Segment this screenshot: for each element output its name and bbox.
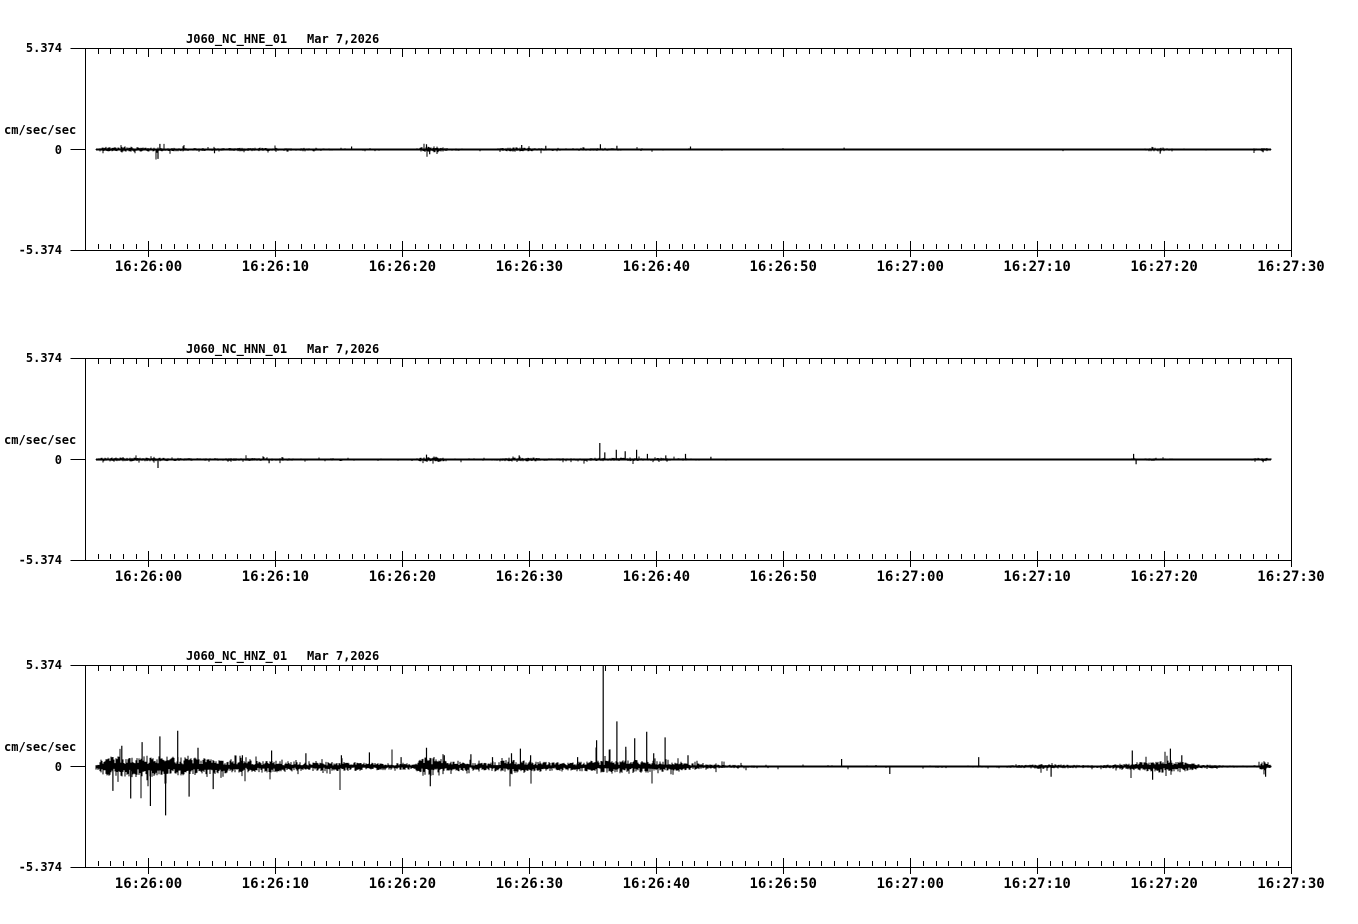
x-tick-label: 16:26:40	[623, 876, 690, 892]
y-max-tick-label: 5.374	[25, 658, 62, 672]
panel-title: J060_NC_HNN_01	[186, 342, 288, 356]
x-tick-label: 16:27:30	[1257, 259, 1324, 275]
x-tick-label: 16:26:20	[369, 876, 436, 892]
y-axis-unit-label: cm/sec/sec	[4, 123, 77, 137]
axis-major-ticks	[148, 49, 1292, 257]
x-tick-label: 16:27:10	[1003, 569, 1070, 585]
x-tick-label: 16:26:20	[369, 569, 436, 585]
x-tick-label: 16:27:00	[876, 569, 943, 585]
x-tick-label: 16:27:10	[1003, 259, 1070, 275]
y-max-tick-label: 5.374	[25, 41, 62, 55]
axis-major-ticks	[148, 666, 1292, 874]
x-tick-label: 16:27:00	[876, 876, 943, 892]
y-zero-tick-label: 0	[54, 760, 62, 774]
x-tick-label: 16:27:30	[1257, 876, 1324, 892]
panel-title: J060_NC_HNE_01	[186, 32, 288, 46]
waveform-noise	[95, 143, 1272, 160]
axis-minor-ticks	[70, 48, 1279, 251]
y-min-tick-label: -5.374	[18, 860, 62, 874]
x-tick-label: 16:27:30	[1257, 569, 1324, 585]
waveform-spikes	[157, 143, 1264, 159]
x-tick-label: 16:26:20	[369, 259, 436, 275]
x-tick-label: 16:26:40	[623, 259, 690, 275]
panel-title: J060_NC_HNZ_01	[186, 649, 288, 663]
x-tick-label: 16:26:30	[496, 259, 563, 275]
x-tick-label: 16:26:00	[115, 569, 182, 585]
waveform-noise	[95, 747, 1272, 799]
x-tick-label: 16:27:20	[1130, 876, 1197, 892]
x-tick-label: 16:26:00	[115, 876, 182, 892]
y-zero-tick-label: 0	[54, 453, 62, 467]
axis-minor-ticks	[70, 358, 1279, 561]
x-tick-label: 16:26:30	[496, 876, 563, 892]
date-label: Mar 7,2026	[307, 649, 380, 663]
x-tick-label: 16:26:10	[242, 259, 309, 275]
y-axis-unit-label: cm/sec/sec	[4, 740, 77, 754]
date-label: Mar 7,2026	[307, 342, 380, 356]
x-tick-label: 16:27:20	[1130, 569, 1197, 585]
x-tick-label: 16:26:40	[623, 569, 690, 585]
waveform-spikes	[112, 666, 1267, 816]
waveform-spikes	[157, 443, 1264, 468]
y-min-tick-label: -5.374	[18, 243, 62, 257]
y-axis-unit-label: cm/sec/sec	[4, 433, 77, 447]
x-tick-label: 16:27:10	[1003, 876, 1070, 892]
y-max-tick-label: 5.374	[25, 351, 62, 365]
x-tick-label: 16:26:50	[749, 259, 816, 275]
x-tick-label: 16:26:00	[115, 259, 182, 275]
y-min-tick-label: -5.374	[18, 553, 62, 567]
axis-major-ticks	[148, 359, 1292, 567]
x-tick-label: 16:26:10	[242, 876, 309, 892]
date-label: Mar 7,2026	[307, 32, 380, 46]
x-tick-label: 16:26:50	[749, 876, 816, 892]
x-tick-label: 16:27:20	[1130, 259, 1197, 275]
x-tick-label: 16:26:50	[749, 569, 816, 585]
x-tick-label: 16:26:10	[242, 569, 309, 585]
y-zero-tick-label: 0	[54, 143, 62, 157]
axis-minor-ticks	[70, 665, 1279, 868]
x-tick-label: 16:27:00	[876, 259, 943, 275]
x-tick-label: 16:26:30	[496, 569, 563, 585]
